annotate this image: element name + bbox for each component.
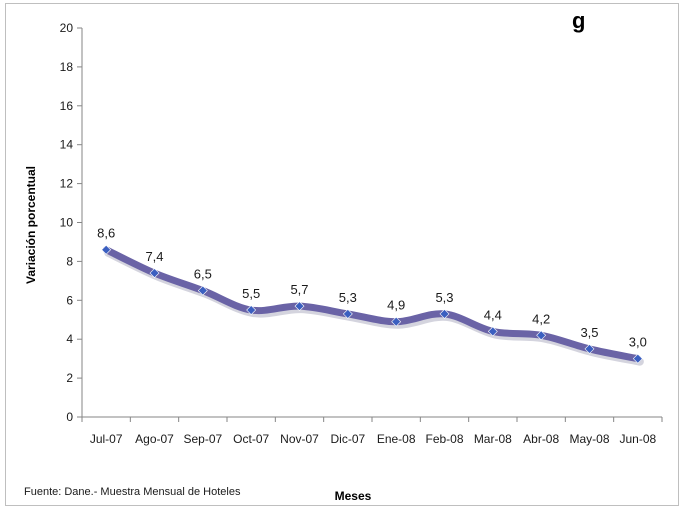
data-point xyxy=(197,285,208,296)
y-tick-label: 8 xyxy=(66,254,73,268)
y-axis: 0 2 4 6 8 10 12 14 16 18 20 xyxy=(60,21,83,424)
data-label: 5,7 xyxy=(290,282,308,297)
x-tick-label: Ene-08 xyxy=(377,432,416,446)
chart-title-fragment: g xyxy=(572,8,585,33)
data-label: 3,5 xyxy=(580,325,598,340)
x-tick-label: Feb-08 xyxy=(425,432,463,446)
y-tick-label: 16 xyxy=(60,99,74,113)
y-tick-label: 10 xyxy=(60,216,74,230)
data-label: 5,3 xyxy=(339,290,357,305)
x-tick-label: Oct-07 xyxy=(233,432,269,446)
series-line-path xyxy=(102,246,642,363)
y-axis-title: Variación porcentual xyxy=(24,166,38,284)
data-point xyxy=(632,353,643,364)
y-tick-label: 6 xyxy=(66,293,73,307)
data-point xyxy=(536,330,547,341)
x-tick-label: May-08 xyxy=(569,432,609,446)
y-tick-label: 4 xyxy=(66,332,73,346)
data-label: 3,0 xyxy=(629,335,647,350)
y-tick-label: 12 xyxy=(60,177,74,191)
data-label: 4,2 xyxy=(532,311,550,326)
data-point xyxy=(101,244,112,255)
x-axis-title: Meses xyxy=(335,489,372,503)
data-point xyxy=(149,268,160,278)
data-label: 8,6 xyxy=(97,226,115,241)
data-label: 4,9 xyxy=(387,298,405,313)
y-tick-label: 14 xyxy=(60,138,74,152)
y-tick-label: 18 xyxy=(60,60,74,74)
data-point xyxy=(391,316,402,327)
data-label: 5,5 xyxy=(242,286,260,301)
data-point xyxy=(487,326,498,337)
x-tick-label: Mar-08 xyxy=(474,432,512,446)
y-tick-label: 20 xyxy=(60,21,74,35)
x-tick-label: Abr-08 xyxy=(523,432,559,446)
series-markers xyxy=(101,244,643,364)
x-tick-label: Ago-07 xyxy=(135,432,174,446)
series-line xyxy=(102,246,644,366)
data-label: 4,4 xyxy=(484,307,502,322)
data-labels: 8,6 7,4 6,5 5,5 5,7 5,3 4,9 5,3 4,4 4,2 3,5 3,0 xyxy=(97,226,647,350)
x-tick-label: Sep-07 xyxy=(183,432,222,446)
data-point xyxy=(294,301,305,312)
x-tick-label: Nov-07 xyxy=(280,432,319,446)
x-tick-label: Jul-07 xyxy=(90,432,123,446)
data-label: 7,4 xyxy=(145,249,163,264)
data-label: 5,3 xyxy=(435,290,453,305)
data-point xyxy=(439,308,450,319)
data-point xyxy=(584,344,595,354)
data-point xyxy=(246,305,257,315)
y-tick-label: 2 xyxy=(66,371,73,385)
x-axis: Jul-07 Ago-07 Sep-07 Oct-07 Nov-07 Dic-07 Ene-… xyxy=(81,416,663,446)
data-label: 6,5 xyxy=(194,267,212,282)
y-tick-label: 0 xyxy=(66,410,73,424)
source-note: Fuente: Dane.- Muestra Mensual de Hotele… xyxy=(24,486,241,498)
data-point xyxy=(342,308,353,319)
x-tick-label: Jun-08 xyxy=(619,432,656,446)
x-tick-label: Dic-07 xyxy=(330,432,365,446)
series-line-shadow xyxy=(104,248,644,366)
